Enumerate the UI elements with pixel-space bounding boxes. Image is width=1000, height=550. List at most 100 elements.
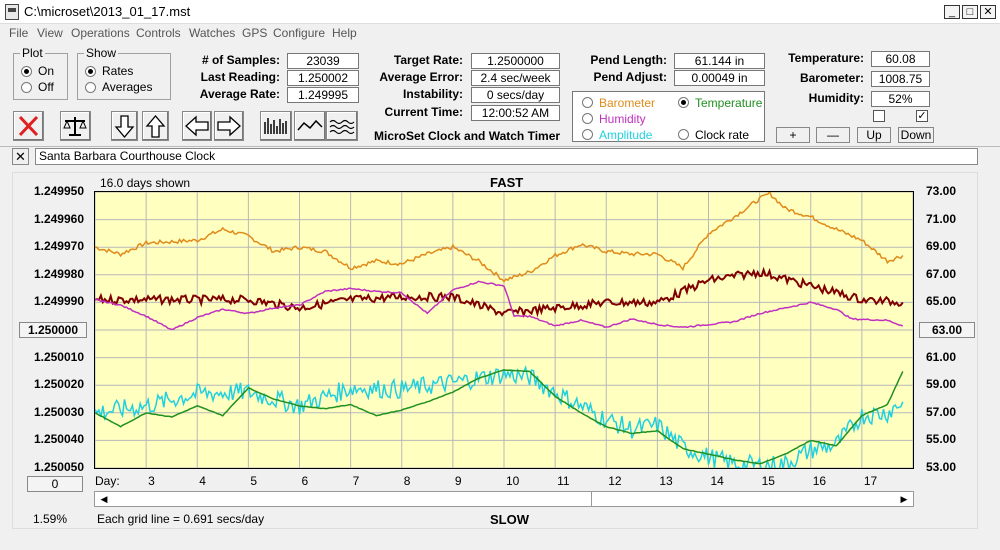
average-error-label: Average Error:	[379, 70, 463, 84]
grid-note-label: Each grid line = 0.691 secs/day	[97, 512, 265, 526]
average-error-field: 2.4 sec/week	[471, 70, 560, 86]
plot-off-label: Off	[38, 80, 54, 94]
horizontal-scrollbar[interactable]: ◀ ▶	[94, 491, 914, 507]
percent-label: 1.59%	[33, 512, 68, 526]
barometer-label: Barometer	[599, 96, 656, 110]
arrow-left-icon	[185, 115, 209, 137]
right-axis-tick: 73.00	[926, 184, 957, 198]
center-rate-button[interactable]: 1.250000	[19, 322, 87, 338]
scale-minus-button[interactable]: —	[816, 127, 850, 143]
clock-rate-radio[interactable]	[678, 129, 689, 140]
day-tick: 8	[403, 474, 411, 488]
balance-button[interactable]	[60, 111, 91, 141]
barometer-radio[interactable]	[582, 97, 593, 108]
day-tick: 17	[863, 474, 878, 488]
left-axis-tick: 1.250050	[33, 460, 84, 474]
option-checkbox-1[interactable]	[873, 110, 885, 122]
left-axis-tick: 1.249950	[33, 184, 84, 198]
move-left-button[interactable]	[182, 111, 212, 141]
menu-view[interactable]: View	[37, 26, 63, 40]
maximize-button[interactable]: □	[962, 5, 978, 19]
clock-rate-label: Clock rate	[695, 128, 750, 142]
bars-view-button[interactable]	[260, 111, 292, 141]
move-right-button[interactable]	[214, 111, 244, 141]
close-window-button[interactable]: ✕	[980, 5, 996, 19]
right-axis-tick: 65.00	[926, 294, 957, 309]
clear-button[interactable]	[13, 111, 44, 141]
pend-length-label: Pend Length:	[590, 53, 667, 67]
right-axis-tick: 55.00	[926, 432, 957, 447]
menu-watches[interactable]: Watches	[189, 26, 236, 40]
average-rate-field: 1.249995	[287, 87, 359, 103]
line-view-button[interactable]	[294, 111, 326, 141]
menu-help[interactable]: Help	[332, 26, 357, 40]
wave-view-button[interactable]	[326, 111, 358, 141]
show-averages-radio[interactable]	[85, 82, 96, 93]
temperature-radio[interactable]	[678, 97, 689, 108]
day-tick: 7	[352, 474, 360, 488]
instability-field: 0 secs/day	[471, 87, 560, 103]
show-rates-label: Rates	[102, 64, 134, 78]
amplitude-radio[interactable]	[582, 129, 593, 140]
temperature-reading-label: Temperature:	[788, 51, 864, 65]
clock-name-field[interactable]: Santa Barbara Courthouse Clock	[35, 148, 978, 165]
fast-label: FAST	[490, 175, 524, 190]
series-line-clock-rate	[94, 266, 904, 318]
day-tick: 14	[710, 474, 724, 488]
scale-plus-button[interactable]: +	[776, 127, 810, 143]
series-line-amplitude	[94, 364, 904, 476]
chart-plot-area	[94, 190, 914, 476]
show-rates-radio[interactable]	[85, 66, 96, 77]
humidity-radio[interactable]	[582, 113, 593, 124]
arrow-up-icon	[145, 114, 166, 138]
show-averages-label: Averages	[102, 80, 153, 94]
plot-on-radio[interactable]	[21, 66, 32, 77]
scale-up-button[interactable]: Up	[857, 127, 891, 143]
separator	[0, 146, 1000, 147]
instability-label: Instability:	[402, 87, 463, 101]
option-checkbox-2[interactable]: ✓	[916, 110, 928, 122]
move-up-button[interactable]	[142, 111, 169, 141]
left-axis-tick: 1.249990	[33, 294, 84, 309]
day-tick: 3	[148, 474, 155, 488]
right-axis-tick: 59.00	[926, 377, 957, 392]
day-tick: 15	[761, 474, 775, 488]
menu-file[interactable]: File	[9, 26, 29, 40]
target-rate-field[interactable]: 1.2500000	[471, 53, 560, 69]
menu-configure[interactable]: Configure	[273, 26, 326, 40]
minimize-button[interactable]: _	[944, 5, 960, 19]
app-title: MicroSet Clock and Watch Timer	[374, 129, 561, 143]
center-sensor-button[interactable]: 63.00	[919, 322, 975, 338]
menu-operations[interactable]: Operations	[71, 26, 130, 40]
scale-down-button[interactable]: Down	[898, 127, 934, 143]
scroll-thumb[interactable]	[591, 491, 592, 507]
scroll-right-icon[interactable]: ▶	[900, 494, 908, 504]
series-line-temperature	[94, 369, 904, 465]
humidity-label: Humidity	[599, 112, 646, 126]
sensor-select-box	[572, 91, 765, 142]
current-time-label: Current Time:	[384, 105, 463, 119]
window-title: C:\microset\2013_01_17.mst	[24, 4, 191, 19]
day-tick: 10	[506, 474, 520, 488]
last-reading-label: Last Reading:	[200, 70, 280, 84]
menu-controls[interactable]: Controls	[136, 26, 181, 40]
menu-bar: File View Operations Controls Watches GP…	[0, 24, 1000, 42]
plot-group: Plot	[13, 46, 68, 100]
day-tick: 6	[301, 474, 309, 488]
plot-off-radio[interactable]	[21, 82, 32, 93]
scroll-left-icon[interactable]: ◀	[100, 494, 108, 504]
day-tick: 5	[250, 474, 258, 488]
last-reading-field: 1.250002	[287, 70, 359, 86]
barometer-reading-label: Barometer:	[799, 71, 864, 85]
series-line-barometer	[94, 190, 904, 283]
move-down-button[interactable]	[111, 111, 138, 141]
left-axis-tick: 1.250040	[33, 432, 84, 447]
plot-group-title: Plot	[20, 46, 45, 60]
pend-adjust-label: Pend Adjust:	[593, 70, 667, 84]
samples-label: # of Samples:	[201, 53, 280, 67]
menu-gps[interactable]: GPS	[242, 26, 268, 40]
offset-field[interactable]: 0	[27, 476, 83, 492]
waves-icon	[329, 119, 355, 135]
clear-name-button[interactable]: ✕	[12, 148, 29, 165]
samples-field: 23039	[287, 53, 359, 69]
